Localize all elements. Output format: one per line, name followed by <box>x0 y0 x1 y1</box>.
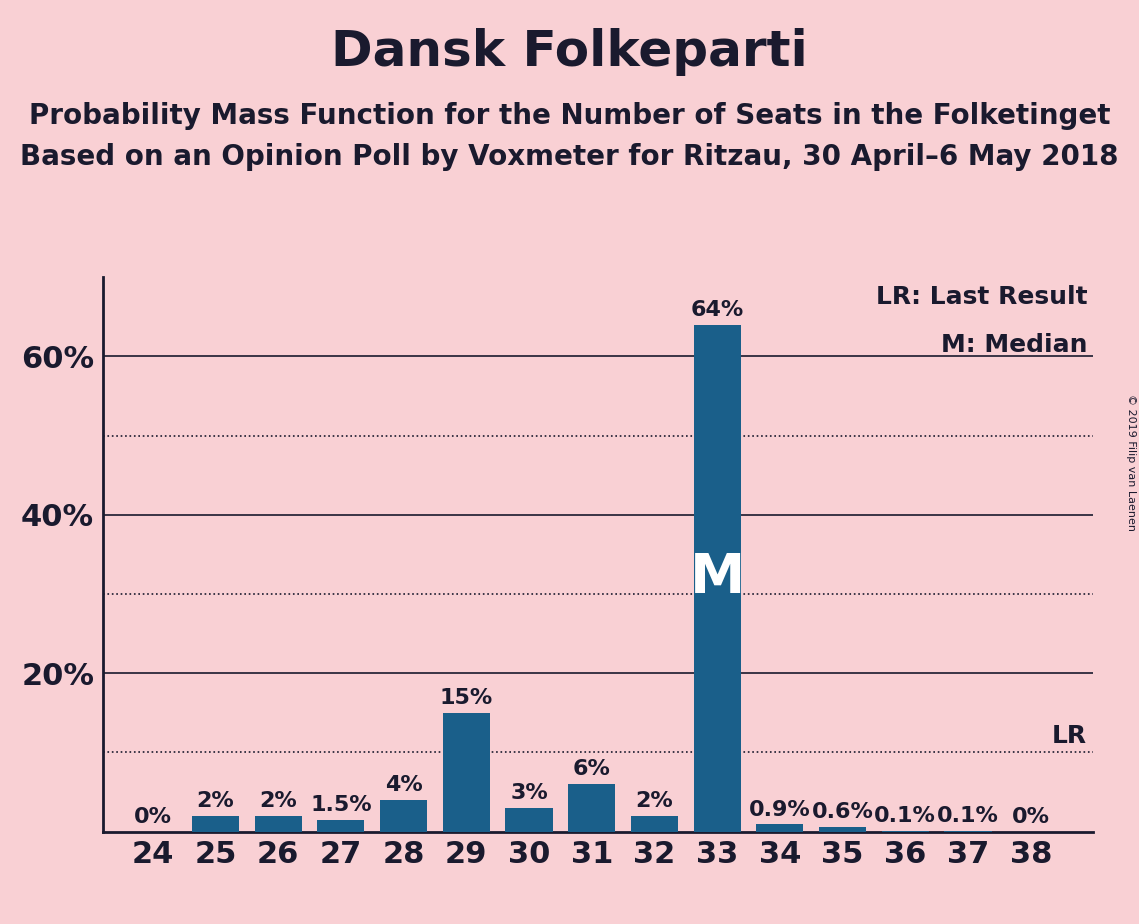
Text: Based on an Opinion Poll by Voxmeter for Ritzau, 30 April–6 May 2018: Based on an Opinion Poll by Voxmeter for… <box>21 143 1118 171</box>
Text: 0.9%: 0.9% <box>749 799 811 820</box>
Text: 0%: 0% <box>1011 807 1050 827</box>
Bar <box>568 784 615 832</box>
Bar <box>255 816 302 832</box>
Text: 6%: 6% <box>573 760 611 779</box>
Text: 4%: 4% <box>385 775 423 796</box>
Text: 2%: 2% <box>197 791 235 811</box>
Text: Dansk Folkeparti: Dansk Folkeparti <box>331 28 808 76</box>
Text: 1.5%: 1.5% <box>310 795 371 815</box>
Text: 2%: 2% <box>636 791 673 811</box>
Bar <box>380 800 427 832</box>
Text: © 2019 Filip van Laenen: © 2019 Filip van Laenen <box>1126 394 1136 530</box>
Text: 3%: 3% <box>510 783 548 803</box>
Text: 64%: 64% <box>690 300 744 320</box>
Bar <box>443 712 490 832</box>
Text: 2%: 2% <box>260 791 297 811</box>
Bar <box>694 324 740 832</box>
Bar <box>756 824 803 832</box>
Text: M: Median: M: Median <box>941 333 1087 357</box>
Text: M: M <box>689 551 745 605</box>
Text: 0.6%: 0.6% <box>812 802 874 822</box>
Text: 15%: 15% <box>440 688 493 708</box>
Text: LR: LR <box>1052 724 1087 748</box>
Bar <box>819 827 866 832</box>
Text: LR: Last Result: LR: Last Result <box>876 286 1087 310</box>
Bar <box>318 820 364 832</box>
Text: 0.1%: 0.1% <box>937 806 999 826</box>
Bar <box>631 816 678 832</box>
Bar <box>506 808 552 832</box>
Text: 0.1%: 0.1% <box>875 806 936 826</box>
Text: Probability Mass Function for the Number of Seats in the Folketinget: Probability Mass Function for the Number… <box>28 102 1111 129</box>
Bar <box>191 816 239 832</box>
Text: 0%: 0% <box>133 807 172 827</box>
